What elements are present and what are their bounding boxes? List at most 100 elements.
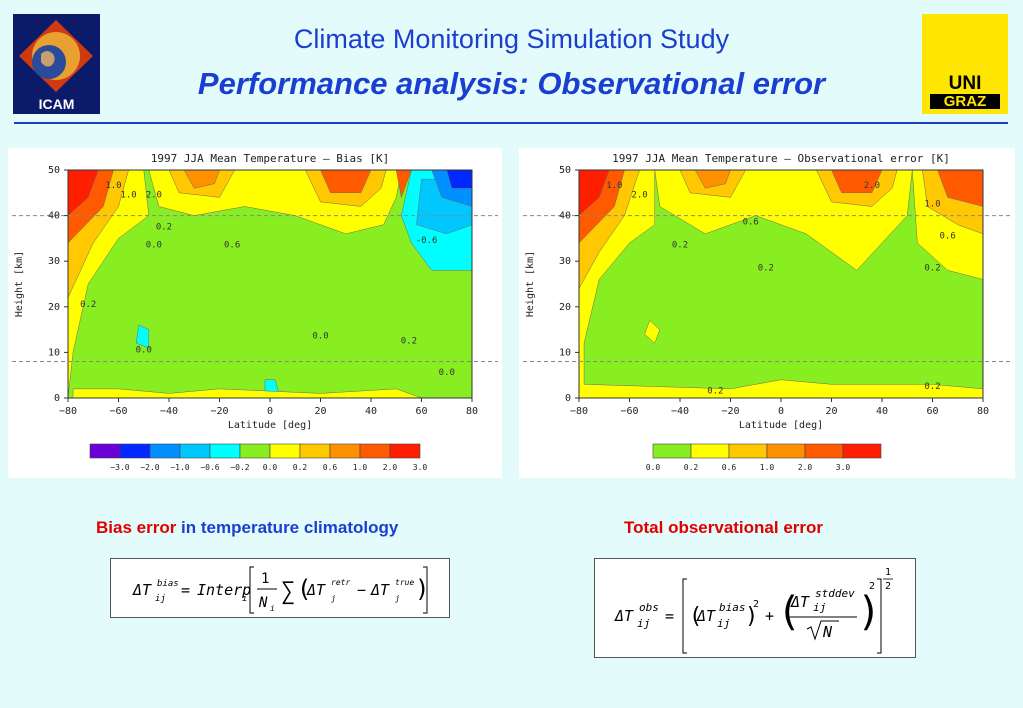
- x-tick-label: 80: [977, 406, 989, 417]
- colorbar-swatch: [359, 443, 391, 459]
- y-tick-label: 30: [48, 256, 60, 267]
- x-tick-label: 60: [415, 406, 427, 417]
- contour-label: 0.2: [707, 386, 723, 396]
- colorbar-label: −0.2: [230, 463, 249, 472]
- y-tick-label: 0: [565, 393, 571, 404]
- svg-text:(: (: [777, 589, 801, 635]
- colorbar-label: −1.0: [170, 463, 189, 472]
- f1-frac-num: 1: [261, 571, 269, 587]
- colorbar-label: −2.0: [140, 463, 159, 472]
- y-tick-label: 20: [559, 302, 571, 313]
- f1-frac-den-sub: i: [270, 604, 275, 613]
- f2-lhs-sup: obs: [639, 601, 659, 614]
- icam-logo-text: ICAM: [38, 96, 75, 112]
- contour-label: 0.0: [439, 368, 455, 378]
- contour-label: 0.2: [401, 336, 417, 346]
- bias-chart: 1997 JJA Mean Temperature – Bias [K] 1.0 2…: [12, 152, 498, 472]
- colorbar-label: 1.0: [760, 463, 775, 472]
- f2-t2-sub: ij: [813, 601, 826, 614]
- f2-exp-den: 2: [885, 581, 891, 592]
- x-tick-label: −20: [721, 406, 739, 417]
- x-tick-label: −80: [59, 406, 77, 417]
- colorbar-swatch: [269, 443, 301, 459]
- contour-region: [644, 320, 661, 344]
- f1-t1-sub: j: [331, 594, 336, 603]
- colorbar-swatch: [299, 443, 331, 459]
- bias-formula: ΔT bias ij = Interp i 1 N i ∑ ( ΔT retr …: [132, 566, 429, 614]
- globe-sun-icon: [19, 20, 93, 92]
- colorbar-label: 3.0: [413, 463, 428, 472]
- colorbar-swatch: [690, 443, 730, 459]
- y-tick-label: 30: [559, 256, 571, 267]
- y-tick-label: 10: [48, 347, 60, 358]
- header-divider: [14, 122, 1008, 124]
- f2-t1-sup: bias: [719, 601, 746, 614]
- svg-text:): ): [857, 589, 881, 635]
- svg-text:): ): [415, 575, 429, 603]
- f1-t2-sup: true: [395, 578, 414, 587]
- icam-logo: ICAM: [13, 14, 100, 114]
- colorbar-label: −0.6: [200, 463, 219, 472]
- x-tick-label: 20: [825, 406, 837, 417]
- bias-chart-panel: 1997 JJA Mean Temperature – Bias [K] 1.0 2…: [8, 148, 502, 478]
- colorbar-swatch: [119, 443, 151, 459]
- contour-region: [72, 388, 422, 399]
- page-subtitle: Performance analysis: Observational erro…: [197, 66, 826, 101]
- x-tick-label: −40: [160, 406, 178, 417]
- f1-frac-den: N: [258, 595, 268, 611]
- obs-formula: ΔT obs ij = ( ΔT bias ij ) 2 + ( ΔT stdd…: [614, 567, 893, 654]
- chart-title: 1997 JJA Mean Temperature – Bias [K]: [151, 152, 389, 165]
- f1-minus: −: [357, 581, 366, 599]
- f1-t2: ΔT: [370, 581, 390, 599]
- contour-label: 2.0: [146, 190, 162, 200]
- x-axis-label: Latitude [deg]: [739, 420, 823, 431]
- f1-t1: ΔT: [306, 581, 326, 599]
- f1-t2-sub: j: [395, 594, 400, 603]
- x-tick-label: −60: [109, 406, 127, 417]
- contour-label: 1.0: [105, 181, 121, 191]
- colorbar-swatch: [149, 443, 181, 459]
- bias-formula-box: ΔT bias ij = Interp i 1 N i ∑ ( ΔT retr …: [110, 558, 450, 618]
- contour-label: 2.0: [631, 190, 647, 200]
- uni-text: UNI: [948, 73, 982, 94]
- f1-t1-sup: retr: [331, 578, 350, 587]
- colorbar-label: 0.2: [684, 463, 699, 472]
- contour-label: 0.2: [156, 222, 172, 232]
- x-tick-label: −60: [620, 406, 638, 417]
- contour-label: 0.0: [136, 345, 152, 355]
- y-tick-label: 20: [48, 302, 60, 313]
- f2-t1-sub: ij: [717, 617, 730, 630]
- f1-lhs-sup: bias: [157, 579, 179, 589]
- colorbar-swatch: [179, 443, 211, 459]
- contour-label: -0.6: [416, 236, 438, 246]
- colorbar-swatch: [89, 443, 121, 459]
- chart-title: 1997 JJA Mean Temperature – Observationa…: [612, 152, 950, 165]
- colorbar-label: 2.0: [798, 463, 813, 472]
- obs-formula-box: ΔT obs ij = ( ΔT bias ij ) 2 + ( ΔT stdd…: [594, 558, 916, 658]
- colorbar-swatch: [804, 443, 844, 459]
- uni-graz-logo: UNI GRAZ: [922, 14, 1008, 114]
- y-tick-label: 50: [48, 165, 60, 176]
- page-title: Climate Monitoring Simulation Study: [293, 24, 730, 54]
- bias-caption: Bias error in temperature climatology: [96, 518, 398, 538]
- bias-caption-blue: in temperature climatology: [176, 518, 399, 537]
- f1-interp-sub: i: [242, 594, 247, 604]
- f1-sum: ∑: [281, 577, 295, 605]
- contour-label: 0.6: [224, 241, 240, 251]
- colorbar-swatch: [209, 443, 241, 459]
- contour-label: 0.2: [80, 300, 96, 310]
- f1-lhs-T: ΔT: [132, 581, 152, 599]
- contour-label: 0.2: [924, 382, 940, 392]
- f2-sq1: 2: [753, 599, 759, 610]
- y-axis-label: Height [km]: [14, 251, 25, 317]
- x-tick-label: 0: [778, 406, 784, 417]
- colorbar-swatch: [239, 443, 271, 459]
- obs-error-chart-panel: 1997 JJA Mean Temperature – Observationa…: [519, 148, 1015, 478]
- colorbar-swatch: [389, 443, 421, 459]
- f2-t2: ΔT: [790, 593, 810, 611]
- colorbar-swatch: [842, 443, 882, 459]
- y-tick-label: 40: [559, 211, 571, 222]
- graz-text: GRAZ: [930, 94, 1000, 109]
- contour-label: 0.6: [940, 231, 956, 241]
- f2-lhs-sub: ij: [637, 617, 650, 630]
